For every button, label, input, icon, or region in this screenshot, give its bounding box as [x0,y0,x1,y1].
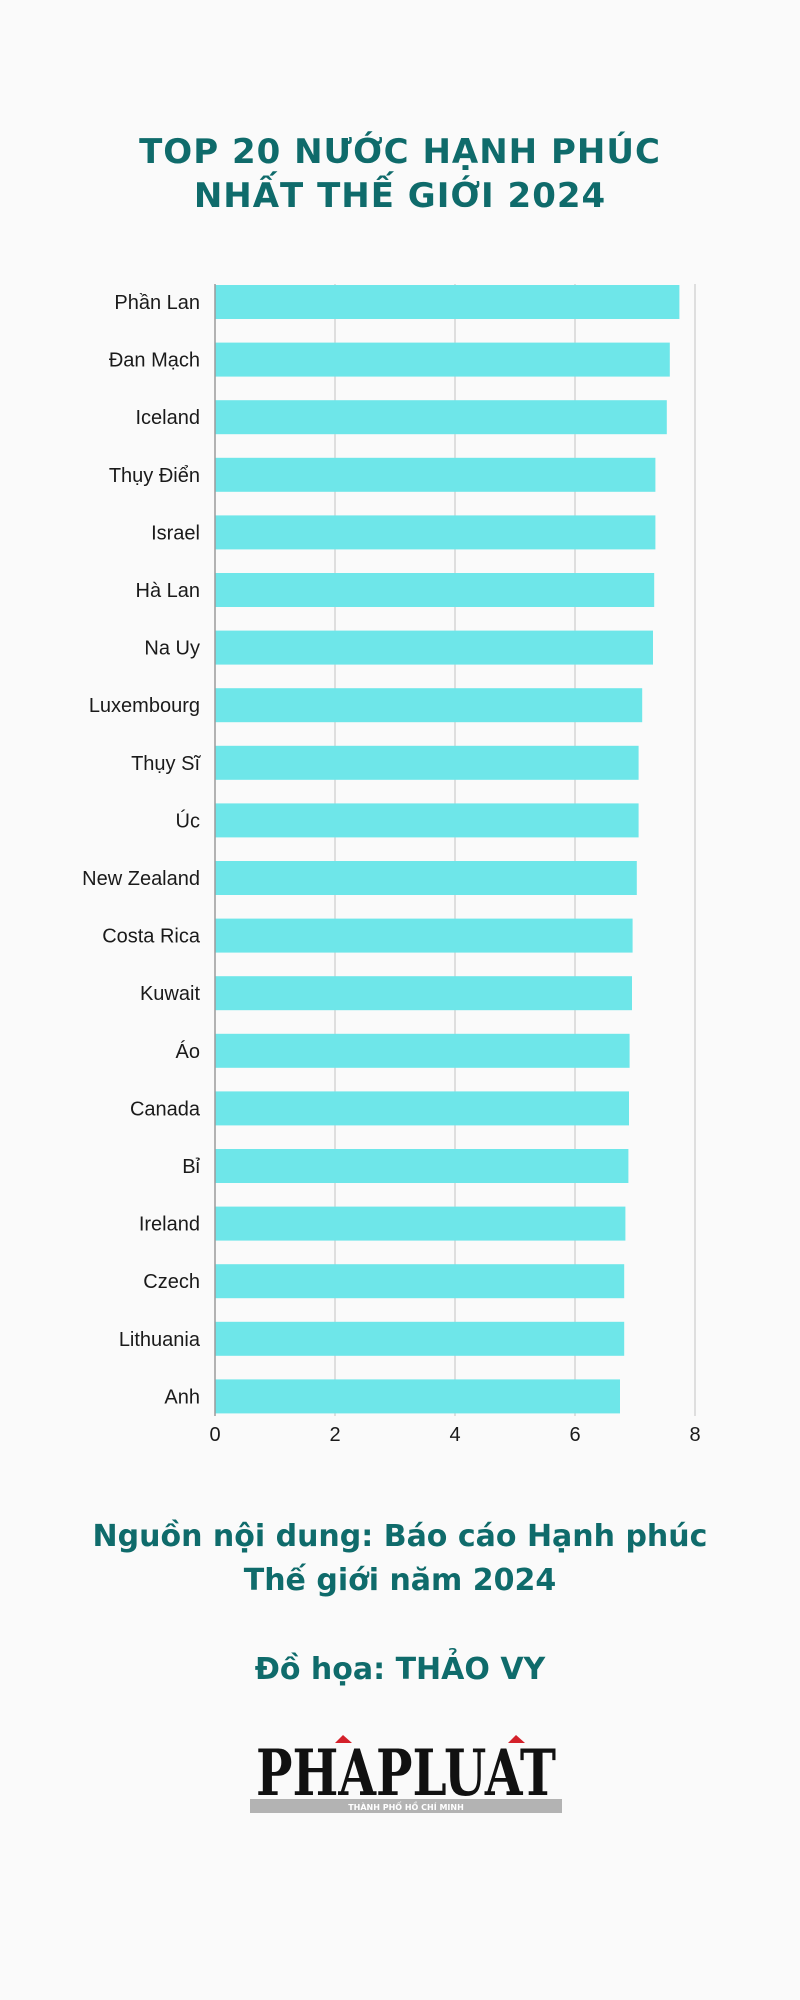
x-tick-label: 2 [329,1424,340,1446]
logo-wordmark: PHAPLUAT [256,1736,556,1811]
bar [215,1149,629,1183]
category-label: Anh [164,1386,200,1408]
bar [215,630,653,665]
bar [215,285,680,319]
category-label: Úc [176,809,200,832]
category-label: Bỉ [182,1156,200,1178]
category-label: Luxembourg [89,695,200,717]
bar [215,861,637,895]
bar-chart: Phần Lan Đan Mạch Iceland Thụy Điển Israel Hà… [82,284,701,1446]
bar [215,400,667,435]
bar [215,803,639,838]
bar [215,976,632,1011]
chart-title: TOP 20 NƯỚC HẠNH PHÚC NHẤT THẾ GIỚI 2024 [0,130,800,218]
category-label: Canada [130,1098,201,1120]
x-tick-label: 4 [449,1424,460,1446]
bar [215,573,655,607]
category-label: Thụy Sĩ [131,753,201,775]
title-line-1: TOP 20 NƯỚC HẠNH PHÚC [139,132,661,172]
category-label: Đan Mạch [109,350,200,372]
category-label: Iceland [136,407,201,429]
graphics-credit: Đồ họa: THẢO VY [254,1652,546,1687]
category-label: Phần Lan [114,292,200,314]
x-tick-label: 0 [209,1424,220,1446]
bar [215,1264,625,1299]
x-tick-label: 6 [569,1424,580,1446]
bar [215,1091,629,1126]
bar [215,1206,626,1241]
grid-lines [334,284,696,1416]
category-label: Costa Rica [102,926,201,948]
x-tick-label: 8 [689,1424,700,1446]
bar [215,342,670,377]
bar [215,688,643,723]
logo-subtitle: THÀNH PHỐ HỒ CHÍ MINH [348,1800,464,1812]
bar [215,457,656,492]
category-label: New Zealand [82,868,200,890]
category-label: Ireland [139,1214,200,1236]
source-line-1: Nguồn nội dung: Báo cáo Hạnh phúc [92,1519,708,1554]
category-label: Na Uy [144,638,200,660]
bar [215,1321,625,1356]
category-label: Czech [143,1271,200,1293]
category-labels: Phần Lan Đan Mạch Iceland Thụy Điển Israel Hà… [82,292,201,1408]
category-label: Hà Lan [136,580,201,602]
source-note: Nguồn nội dung: Báo cáo Hạnh phúc Thế gi… [0,1515,800,1603]
category-label: Áo [176,1040,200,1063]
bar [215,1033,630,1068]
x-axis-ticks: 0 2 4 6 8 [209,1424,700,1446]
category-label: Thụy Điển [109,465,200,487]
source-line-2: Thế giới năm 2024 [243,1563,557,1598]
bar [215,745,639,780]
title-line-2: NHẤT THẾ GIỚI 2024 [193,176,607,216]
category-label: Israel [151,522,200,544]
bar [215,918,633,953]
bar [215,1379,620,1414]
bar [215,515,656,550]
bars [215,285,680,1414]
category-label: Kuwait [140,983,200,1005]
category-label: Lithuania [119,1329,201,1351]
phapluat-logo: PHAPLUAT THÀNH PHỐ HỒ CHÍ MINH [250,1735,562,1813]
